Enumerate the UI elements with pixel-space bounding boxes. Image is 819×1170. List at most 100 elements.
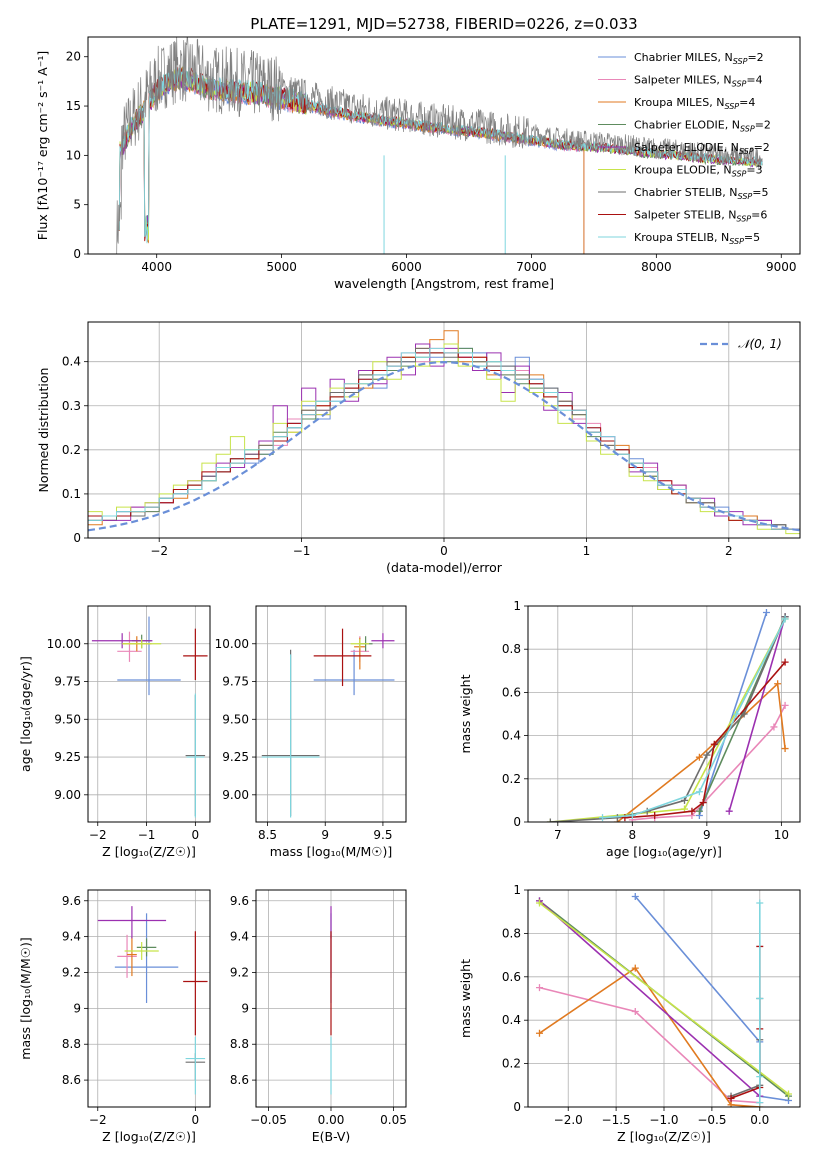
y-tick-label: 8.8 xyxy=(230,1037,249,1051)
legend-entry: Salpeter ELODIE, NSSP=2 xyxy=(634,141,770,156)
legend-text: Chabrier STELIB, N xyxy=(634,186,738,199)
y-tick-label: 0.8 xyxy=(502,642,521,656)
marker-point xyxy=(733,710,741,718)
y-tick-label: 9.4 xyxy=(230,930,249,944)
y-tick-label: 9.75 xyxy=(54,675,81,689)
legend-text: =4 xyxy=(739,96,755,109)
y-tick-label: 8.6 xyxy=(230,1073,249,1087)
axes-frame xyxy=(87,36,801,255)
y-tick-label: 0.8 xyxy=(502,926,521,940)
y-tick-label: 20 xyxy=(66,50,81,64)
marker-point xyxy=(740,710,748,718)
legend-text: Kroupa MILES, N xyxy=(634,96,724,109)
legend-text: Chabrier MILES, N xyxy=(634,51,733,64)
legend-subscript: SSP xyxy=(729,237,744,246)
panel-residuals: −2 −1 0 1 2 0 0.1 0.2 0.3 0.4 (data-model)/error No… xyxy=(36,321,801,575)
legend-text: =2 xyxy=(754,141,770,154)
marker-point xyxy=(703,751,711,759)
weight-line-chabrier-miles xyxy=(698,612,768,816)
y-tick-label: 0.6 xyxy=(502,970,521,984)
axes-frame xyxy=(87,889,211,1108)
y-axis-label: Normed distribution xyxy=(36,368,51,493)
legend-subscript: SSP xyxy=(732,170,747,179)
marker-point xyxy=(756,899,764,907)
weight-line-salpeter-elodie xyxy=(728,616,786,812)
x-axis-label: Z [log₁₀(Z/Z☉)] xyxy=(617,1129,711,1144)
legend-text: Salpeter STELIB, N xyxy=(634,209,736,222)
y-tick-label: 9.2 xyxy=(230,965,249,979)
marker-point xyxy=(631,1008,639,1016)
y-tick-label: 0 xyxy=(513,1100,521,1114)
y-tick-label: 9.00 xyxy=(222,788,249,802)
x-tick-label: 9.5 xyxy=(373,828,392,842)
legend-subscript: SSP xyxy=(732,80,747,89)
plot-area-weight_vs_Z xyxy=(535,893,793,1107)
y-tick-label: 5 xyxy=(73,198,81,212)
marker-point xyxy=(688,807,696,815)
y-axis-label: age [log₁₀(age/yr)] xyxy=(18,656,33,772)
panel-age_vs_Z: −2 −1 0 9.00 9.25 9.50 9.75 10.00 Z [log₁₀(Z/Z☉)… xyxy=(18,605,211,859)
x-tick-label: −1 xyxy=(293,544,311,558)
weight-line-kroupa-elodie xyxy=(539,902,789,1095)
y-tick-label: 0 xyxy=(513,815,521,829)
panel-weight_vs_age: 7 8 9 10 0 0.2 0.4 0.6 0.8 1 age [log₁₀(age/yr)] ma… xyxy=(458,599,801,859)
plot-area-age_vs_mass xyxy=(261,628,395,818)
y-tick-label: 9.2 xyxy=(62,965,81,979)
legend-subscript: SSP xyxy=(739,147,754,156)
x-tick-label: 10 xyxy=(774,828,789,842)
panel-mass_vs_ebv: −0.05 0.00 0.05 8.6 8.8 9 9.2 9.4 9.6 E(B-V) xyxy=(230,889,407,1144)
marker-point xyxy=(631,964,639,972)
y-tick-label: 9 xyxy=(241,1001,249,1015)
panel-weight_vs_Z: −2.0 −1.5 −1.0 −0.5 0.0 0 0.2 0.4 0.6 0.8 1 Z [log₁… xyxy=(458,883,801,1144)
x-tick-label: −2.0 xyxy=(554,1113,583,1127)
legend-text: Salpeter ELODIE, N xyxy=(634,141,739,154)
y-tick-label: 9.75 xyxy=(222,675,249,689)
weight-line-kroupa-miles xyxy=(539,966,760,1107)
marker-point xyxy=(699,799,707,807)
marker-point xyxy=(695,753,703,761)
y-tick-label: 8.8 xyxy=(62,1037,81,1051)
panel-age_vs_mass: 8.5 9 9.5 9.00 9.25 9.50 9.75 10.00 mass [log₁₀(… xyxy=(215,605,407,859)
hist-step-kroupa-stelib xyxy=(88,347,800,538)
y-tick-label: 9.6 xyxy=(62,894,81,908)
y-tick-label: 0.2 xyxy=(62,443,81,457)
marker-point xyxy=(781,658,789,666)
x-tick-label: 0 xyxy=(192,828,200,842)
y-tick-label: 10.00 xyxy=(215,637,249,651)
y-tick-label: 8.6 xyxy=(62,1073,81,1087)
x-tick-label: 7 xyxy=(554,828,562,842)
marker-point xyxy=(781,701,789,709)
y-tick-label: 9.6 xyxy=(230,894,249,908)
legend-entry: Salpeter STELIB, NSSP=6 xyxy=(634,209,767,224)
marker-point xyxy=(651,812,659,820)
x-tick-label: 8000 xyxy=(641,260,672,274)
x-tick-label: −2 xyxy=(89,1113,107,1127)
marker-point xyxy=(695,788,703,796)
y-tick-label: 15 xyxy=(66,99,81,113)
x-axis-label: Z [log₁₀(Z/Z☉)] xyxy=(102,844,196,859)
x-tick-label: 0.00 xyxy=(318,1113,345,1127)
y-tick-label: 9 xyxy=(73,1001,81,1015)
y-tick-label: 0.1 xyxy=(62,487,81,501)
legend-text: =2 xyxy=(747,51,763,64)
marker-point xyxy=(727,1094,735,1102)
y-tick-label: 0.2 xyxy=(502,772,521,786)
y-tick-label: 0 xyxy=(73,247,81,261)
y-tick-label: 0.3 xyxy=(62,399,81,413)
marker-point xyxy=(756,1073,764,1081)
x-tick-label: 8 xyxy=(629,828,637,842)
x-tick-label: −2 xyxy=(89,828,107,842)
marker-point xyxy=(631,893,639,901)
x-tick-label: 2 xyxy=(725,544,733,558)
axes-frame xyxy=(87,605,211,823)
legend-text: =5 xyxy=(752,186,768,199)
x-tick-label: 8.5 xyxy=(258,828,277,842)
y-tick-label: 1 xyxy=(513,883,521,897)
marker-point xyxy=(535,1029,543,1037)
legend-entry: Salpeter MILES, NSSP=4 xyxy=(634,74,763,89)
y-tick-label: 9.50 xyxy=(54,712,81,726)
legend-entry: Chabrier STELIB, NSSP=5 xyxy=(634,186,768,201)
x-tick-label: 6000 xyxy=(391,260,422,274)
y-tick-label: 0 xyxy=(73,531,81,545)
